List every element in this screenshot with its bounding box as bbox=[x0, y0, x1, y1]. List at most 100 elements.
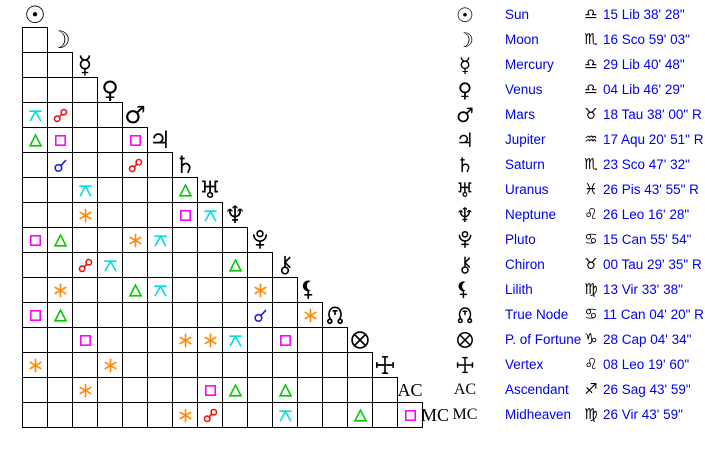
aspect-cell-empty bbox=[147, 252, 173, 278]
aspect-cell-jupiter-moon bbox=[47, 127, 73, 153]
aspect-cell-empty bbox=[322, 327, 348, 353]
planet-position: 18 Tau 38' 00" R bbox=[603, 107, 702, 122]
planet-name: Mars bbox=[505, 107, 535, 122]
sextile-aspect-icon bbox=[253, 283, 267, 297]
aspect-cell-empty bbox=[322, 402, 348, 428]
pluto-grid-glyph bbox=[247, 227, 273, 253]
aspect-cell-empty bbox=[97, 102, 123, 128]
aspect-cell-empty bbox=[122, 202, 148, 228]
venus-grid-glyph: ♀ bbox=[101, 76, 119, 104]
aspect-cell-neptune-uranus bbox=[197, 202, 223, 228]
midheaven-grid-glyph: MC bbox=[421, 405, 450, 425]
pluto-icon bbox=[448, 227, 482, 252]
opposition-aspect-icon bbox=[128, 158, 142, 172]
sextile-aspect-icon bbox=[178, 333, 192, 347]
aspect-cell-empty bbox=[22, 177, 48, 203]
aspect-cell-empty bbox=[72, 302, 98, 328]
aspect-cell-empty bbox=[97, 402, 123, 428]
aspect-cell-empty bbox=[72, 152, 98, 178]
libra-sign-icon: ♎ bbox=[584, 80, 598, 98]
planet-position: 04 Lib 46' 29" bbox=[603, 82, 685, 97]
aspect-cell-empty bbox=[247, 352, 273, 378]
aspect-cell-empty bbox=[122, 327, 148, 353]
aspect-cell-empty bbox=[247, 377, 273, 403]
quincunx-aspect-icon bbox=[103, 259, 117, 272]
planet-name: Lilith bbox=[505, 282, 533, 297]
cancer-sign-icon: ♋ bbox=[584, 305, 598, 323]
sagittarius-sign-icon: ♐ bbox=[584, 380, 598, 398]
aspect-cell-empty bbox=[47, 77, 73, 103]
aspect-cell-empty bbox=[147, 352, 173, 378]
square-aspect-icon bbox=[179, 209, 191, 221]
aspect-cell-empty bbox=[72, 352, 98, 378]
planet-name: Pluto bbox=[505, 232, 536, 247]
chiron-grid-glyph bbox=[272, 252, 298, 278]
aspect-cell-empty bbox=[22, 277, 48, 303]
quincunx-aspect-icon bbox=[203, 209, 217, 222]
aspect-cell-empty bbox=[297, 402, 323, 428]
aspect-cell-empty bbox=[272, 277, 298, 303]
chiron-icon bbox=[461, 256, 471, 274]
aspect-cell-empty bbox=[97, 177, 123, 203]
p-of-fortune-icon bbox=[448, 327, 482, 352]
aspect-cell-pluto-moon bbox=[47, 227, 73, 253]
aspect-cell-empty bbox=[222, 302, 248, 328]
aspect-cell-empty bbox=[22, 252, 48, 278]
sextile-aspect-icon bbox=[203, 333, 217, 347]
libra-sign-icon: ♎ bbox=[584, 5, 598, 23]
planet-position: 00 Tau 29' 35" R bbox=[603, 257, 702, 272]
lilith-icon bbox=[448, 277, 482, 302]
mars-icon: ♂ bbox=[456, 102, 474, 127]
aspect-cell-empty bbox=[122, 252, 148, 278]
pof-icon bbox=[457, 331, 473, 348]
aspect-cell-empty bbox=[122, 402, 148, 428]
aspect-cell-saturn-mars bbox=[122, 152, 148, 178]
true-node-icon bbox=[448, 302, 482, 327]
virgo-sign-icon: ♍ bbox=[584, 280, 598, 298]
aspect-cell-empty bbox=[122, 302, 148, 328]
p-of-fortune-grid-glyph bbox=[347, 327, 373, 353]
aspect-cell-true-node-lilith bbox=[297, 302, 323, 328]
trine-aspect-icon bbox=[178, 182, 192, 197]
neptune-icon: ♆ bbox=[456, 202, 474, 227]
aspect-cell-p-of-fortune-mercury bbox=[72, 327, 98, 353]
square-aspect-icon bbox=[79, 334, 91, 346]
aspect-cell-empty bbox=[172, 277, 198, 303]
aspect-cell-empty bbox=[197, 302, 223, 328]
aspect-cell-ascendant-neptune bbox=[222, 377, 248, 403]
aspect-cell-mars-sun bbox=[22, 102, 48, 128]
pluto-icon bbox=[253, 230, 267, 249]
trine-aspect-icon bbox=[28, 132, 42, 147]
quincunx-aspect-icon bbox=[28, 109, 42, 122]
planet-position: 16 Sco 59' 03" bbox=[603, 32, 690, 47]
quincunx-aspect-icon bbox=[228, 334, 242, 347]
sun-icon: ☉ bbox=[456, 2, 474, 27]
aspect-cell-empty bbox=[172, 252, 198, 278]
aspect-cell-empty bbox=[22, 402, 48, 428]
planet-name: Saturn bbox=[505, 157, 545, 172]
aspect-cell-empty bbox=[122, 377, 148, 403]
ascendant-grid-glyph: AC bbox=[397, 380, 423, 400]
moon-grid-glyph: ☽ bbox=[49, 26, 71, 54]
aspect-cell-ascendant-chiron bbox=[272, 377, 298, 403]
aspect-cell-midheaven-p-of-fortune bbox=[347, 402, 373, 428]
trine-aspect-icon bbox=[278, 382, 292, 397]
midheaven-icon: MC bbox=[452, 405, 478, 423]
trine-aspect-icon bbox=[53, 307, 67, 322]
aspect-cell-true-node-moon bbox=[47, 302, 73, 328]
conjunction-aspect-icon bbox=[53, 158, 67, 172]
aspect-cell-empty bbox=[22, 27, 48, 53]
aspect-cell-empty bbox=[97, 202, 123, 228]
aspect-cell-empty bbox=[22, 52, 48, 78]
pof-icon bbox=[351, 331, 369, 349]
sextile-aspect-icon bbox=[53, 283, 67, 297]
aspect-cell-empty bbox=[347, 377, 373, 403]
aspect-cell-empty bbox=[372, 402, 398, 428]
sextile-aspect-icon bbox=[103, 358, 117, 372]
planet-position: 29 Lib 40' 48" bbox=[603, 57, 685, 72]
ascendant-icon: AC bbox=[453, 380, 477, 398]
planet-position: 28 Cap 04' 34" bbox=[603, 332, 692, 347]
aspect-cell-empty bbox=[222, 227, 248, 253]
aspect-cell-p-of-fortune-neptune bbox=[222, 327, 248, 353]
opposition-aspect-icon bbox=[203, 408, 217, 422]
